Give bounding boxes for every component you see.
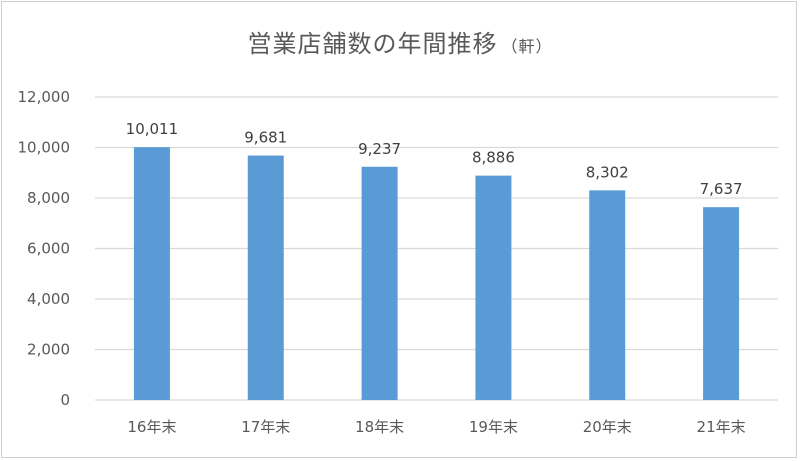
y-tick-label: 10,000 [18,139,71,157]
y-tick-label: 0 [60,391,70,409]
data-label: 9,237 [358,140,401,158]
data-label: 8,302 [586,163,629,181]
y-tick-label: 4,000 [27,290,70,308]
y-tick-label: 12,000 [18,88,71,106]
y-tick-label: 6,000 [27,240,70,258]
bar [247,155,284,400]
x-tick-label: 21年末 [697,418,746,436]
data-labels: 10,011 9,681 9,237 8,886 8,302 7,637 [126,120,743,198]
x-tick-label: 18年末 [355,418,404,436]
chart-title: 営業店舗数の年間推移 （軒） [0,24,800,59]
bar [133,147,170,400]
x-tick-label: 19年末 [469,418,518,436]
y-tick-label: 2,000 [27,341,70,359]
bar [589,190,626,400]
bars [133,147,740,400]
x-axis-labels: 16年末 17年末 18年末 19年末 20年末 21年末 [127,418,745,436]
bar [475,175,512,400]
bar [703,207,740,400]
x-tick-label: 20年末 [583,418,632,436]
data-label: 10,011 [126,120,179,138]
bar [361,166,398,400]
data-label: 8,886 [472,149,515,167]
chart-title-unit: （軒） [501,37,553,56]
data-label: 9,681 [244,129,287,147]
x-tick-label: 17年末 [241,418,290,436]
y-tick-label: 8,000 [27,189,70,207]
chart-title-text: 営業店舗数の年間推移 [247,30,498,58]
x-tick-label: 16年末 [127,418,176,436]
gridlines [95,96,778,401]
y-axis-ticks: 0 2,000 4,000 6,000 8,000 10,000 12,000 [18,88,71,409]
data-label: 7,637 [700,180,743,198]
